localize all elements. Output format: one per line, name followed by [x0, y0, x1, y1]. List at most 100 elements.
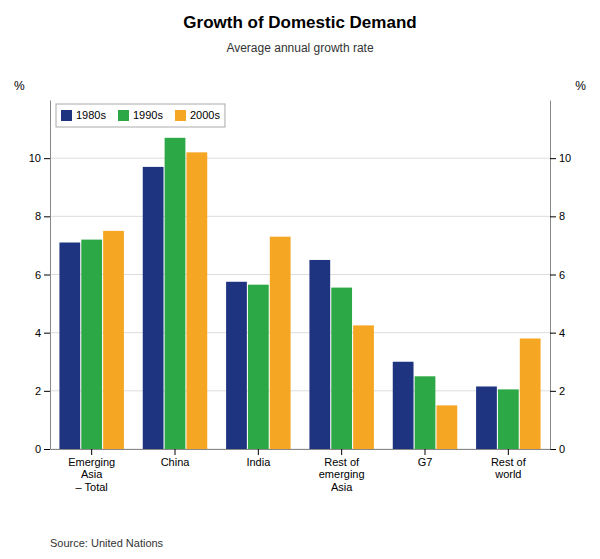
axis-line: [51, 449, 551, 450]
legend-swatch: [175, 110, 186, 121]
bar: [393, 362, 414, 449]
legend-item: 1990s: [118, 109, 163, 121]
tick: 2: [35, 385, 50, 397]
tick-label-line: Rest of: [491, 456, 527, 468]
tick-mark: [550, 333, 556, 334]
tick-mark: [258, 449, 259, 455]
source: Source: United Nations: [50, 537, 164, 549]
bar: [226, 282, 247, 449]
tick-mark: [550, 449, 556, 450]
grid-line: [50, 274, 550, 275]
y-axis: 0246810: [29, 101, 51, 456]
bar: [415, 376, 436, 449]
grid-line: [50, 216, 550, 217]
tick-label: G7: [418, 456, 433, 468]
tick-label: 0: [559, 443, 565, 455]
bar: [103, 231, 124, 449]
bar: [331, 288, 352, 449]
series: [103, 152, 540, 449]
grid-line: [50, 332, 550, 333]
tick: 6: [550, 269, 565, 281]
tick-label: India: [246, 456, 271, 468]
tick: 2: [550, 385, 565, 397]
series: [81, 138, 518, 449]
tick-mark: [425, 449, 426, 455]
tick-label-line: Asia: [331, 481, 353, 493]
tick-label-line: India: [246, 456, 271, 468]
chart: Growth of Domestic Demand Average annual …: [0, 0, 600, 559]
legend-frame: [56, 104, 225, 127]
tick: 4: [35, 327, 50, 339]
grid-line: [50, 390, 550, 391]
axis-line: [50, 101, 51, 450]
legend-label: 2000s: [190, 109, 220, 121]
tick: 10: [29, 152, 50, 164]
grid: [50, 158, 550, 449]
tick-label: 10: [559, 152, 571, 164]
tick-label: China: [161, 456, 191, 468]
tick-label: 8: [559, 210, 565, 222]
legend-swatch: [61, 110, 72, 121]
tick-label: 2: [559, 385, 565, 397]
tick-mark: [550, 158, 556, 159]
tick: 0: [550, 443, 565, 455]
tick-mark: [550, 391, 556, 392]
tick-label: 4: [559, 327, 565, 339]
title: Growth of Domestic Demand: [183, 13, 416, 32]
bar: [309, 260, 330, 449]
tick-mark: [44, 158, 50, 159]
tick: India: [246, 449, 271, 468]
bar: [248, 285, 269, 449]
tick-mark: [175, 449, 176, 455]
bar: [476, 386, 497, 449]
tick-label-line: Asia: [81, 468, 103, 480]
tick: 8: [550, 210, 565, 222]
tick: China: [161, 449, 191, 468]
tick-label-line: G7: [418, 456, 433, 468]
tick: 10: [550, 152, 571, 164]
tick-mark: [44, 333, 50, 334]
tick-label: 0: [35, 443, 41, 455]
tick: G7: [418, 449, 433, 468]
tick-mark: [44, 275, 50, 276]
legend: 1980s 1990s 2000s: [56, 104, 225, 127]
tick: 4: [550, 327, 565, 339]
tick-mark: [550, 275, 556, 276]
tick: 0: [35, 443, 50, 455]
tick-mark: [91, 449, 92, 455]
tick-label: 4: [35, 327, 41, 339]
grid-line: [50, 449, 550, 450]
tick-label-line: – Total: [76, 481, 108, 493]
legend-item: 2000s: [175, 109, 220, 121]
tick-label-line: world: [494, 468, 521, 480]
bar: [59, 243, 80, 449]
tick-label-line: Emerging: [68, 456, 115, 468]
tick-mark: [44, 449, 50, 450]
tick: EmergingAsia– Total: [68, 449, 115, 493]
grid-line: [50, 158, 550, 159]
bar: [143, 167, 164, 449]
tick-label: Rest ofemergingAsia: [319, 456, 365, 493]
legend-swatch: [118, 110, 129, 121]
tick-label: 6: [35, 269, 41, 281]
bar: [520, 338, 541, 449]
tick-label: 2: [35, 385, 41, 397]
y2-axis: 0 2 4 6 8 10: [550, 101, 571, 456]
tick-mark: [44, 216, 50, 217]
legend-label: 1990s: [133, 109, 163, 121]
bar: [353, 325, 374, 449]
plot: 02468100246810EmergingAsia– TotalChinaIn…: [14, 79, 586, 493]
bar: [165, 138, 186, 449]
legend-item: 1980s: [61, 109, 106, 121]
bar: [186, 152, 207, 449]
tick-label: Rest ofworld: [491, 456, 527, 481]
legend-label: 1980s: [76, 109, 106, 121]
tick: Rest ofworld: [491, 449, 527, 480]
tick: Rest ofemergingAsia: [319, 449, 365, 493]
tick-label-line: Rest of: [324, 456, 360, 468]
x-axis: EmergingAsia– TotalChinaIndiaRest ofemer…: [51, 449, 551, 493]
bar: [81, 240, 102, 449]
bar: [436, 405, 457, 449]
tick-mark: [508, 449, 509, 455]
subtitle: Average annual growth rate: [226, 41, 374, 55]
